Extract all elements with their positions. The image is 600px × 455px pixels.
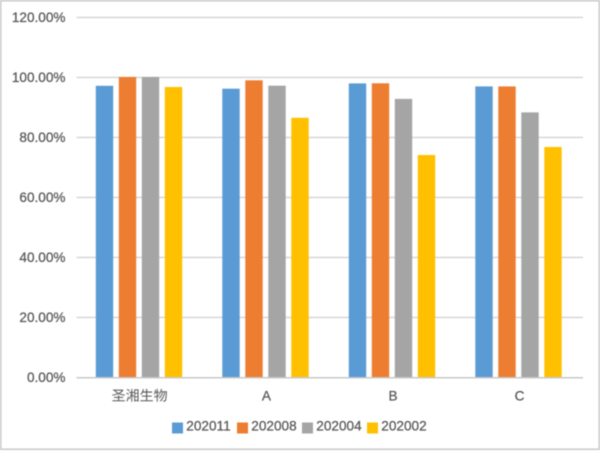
- svg-text:202011: 202011: [186, 419, 230, 434]
- svg-text:202002: 202002: [381, 419, 426, 434]
- svg-text:80.00%: 80.00%: [19, 130, 65, 145]
- svg-text:20.00%: 20.00%: [19, 310, 65, 325]
- svg-text:120.00%: 120.00%: [12, 10, 66, 25]
- svg-text:A: A: [262, 389, 272, 404]
- svg-text:202004: 202004: [316, 419, 362, 434]
- svg-text:B: B: [388, 389, 397, 404]
- svg-text:100.00%: 100.00%: [12, 70, 66, 85]
- svg-text:0.00%: 0.00%: [27, 370, 66, 385]
- svg-text:202008: 202008: [251, 419, 296, 434]
- svg-text:60.00%: 60.00%: [19, 190, 65, 205]
- svg-text:40.00%: 40.00%: [19, 250, 65, 265]
- svg-text:C: C: [515, 389, 525, 404]
